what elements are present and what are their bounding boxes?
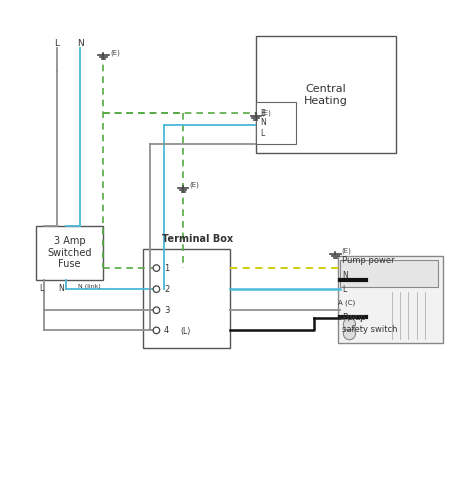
Bar [143,249,230,348]
Text: 4: 4 [164,326,169,335]
Text: L: L [342,285,346,293]
Text: N: N [77,39,83,48]
Text: (E): (E) [341,247,351,254]
Text: N: N [342,271,348,280]
Text: L: L [260,129,264,138]
Text: Pump
safety switch: Pump safety switch [342,313,398,334]
Text: 3 Amp
Switched
Fuse: 3 Amp Switched Fuse [47,236,92,269]
Bar [256,36,396,153]
Text: L: L [39,284,44,292]
Text: (E): (E) [110,49,120,56]
Text: 2: 2 [164,285,169,293]
Text: (E): (E) [262,109,272,116]
Bar [340,260,438,287]
Text: E: E [260,109,265,118]
Text: Ai (NC): Ai (NC) [337,315,362,322]
Text: Central
Heating: Central Heating [304,84,348,106]
Text: A (C): A (C) [337,300,355,306]
Bar [337,256,443,343]
Text: 3: 3 [164,306,169,315]
Text: Terminal Box: Terminal Box [162,234,233,244]
Text: N: N [260,118,266,126]
Circle shape [153,265,160,271]
Circle shape [153,286,160,292]
Text: L: L [54,39,59,48]
Circle shape [343,328,356,340]
Text: (L): (L) [180,327,191,336]
Text: N: N [58,284,64,292]
Bar [256,102,296,144]
Text: Pump power: Pump power [342,255,395,265]
Text: (E): (E) [189,182,199,188]
Text: 1: 1 [164,264,169,273]
Circle shape [343,318,356,330]
Text: N (link): N (link) [78,284,101,288]
Circle shape [153,327,160,333]
Bar [36,226,103,280]
Circle shape [153,307,160,314]
